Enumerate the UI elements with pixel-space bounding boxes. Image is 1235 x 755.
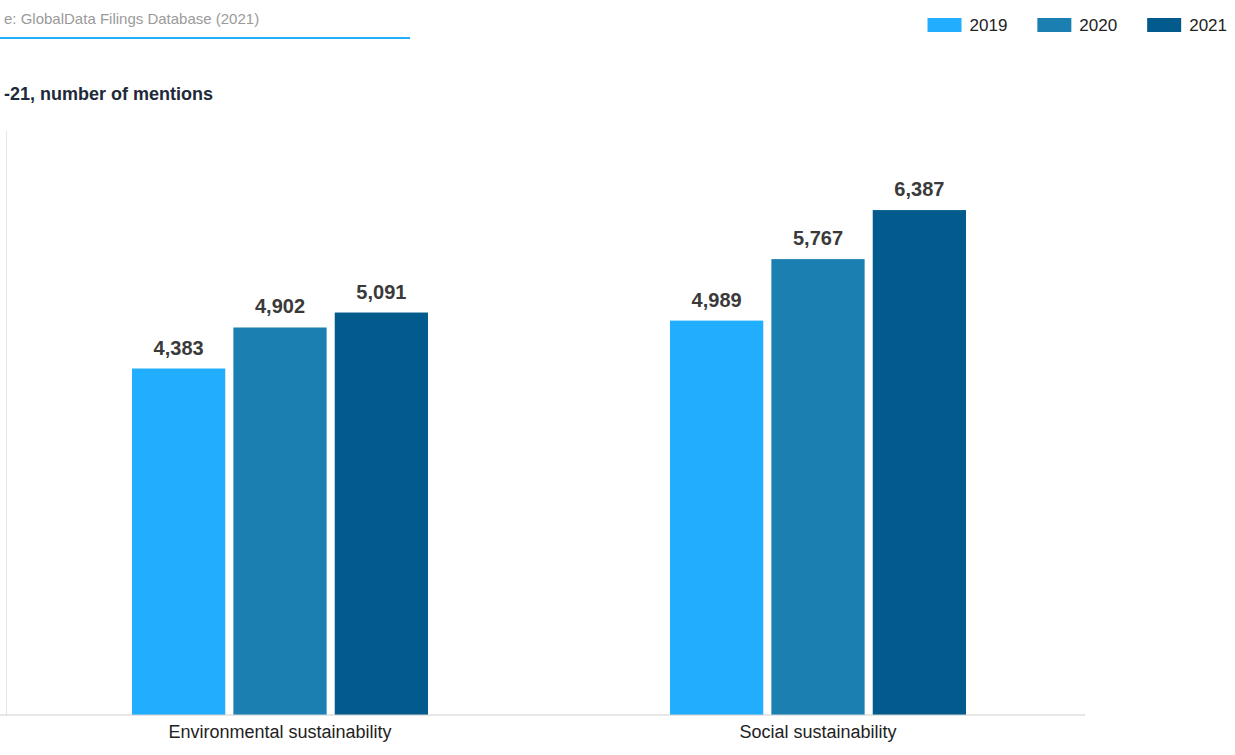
chart-title: -21, number of mentions — [4, 84, 213, 104]
data-label: 5,767 — [793, 227, 843, 249]
bar — [771, 259, 864, 715]
source-note: e: GlobalData Filings Database (2021) — [4, 10, 259, 27]
legend-label: 2021 — [1189, 16, 1227, 35]
y-axis — [6, 131, 7, 716]
x-axis-line — [0, 715, 1085, 716]
data-label: 5,091 — [356, 281, 406, 303]
legend-swatch — [1037, 18, 1071, 32]
x-tick: Social sustainability — [739, 715, 896, 742]
bars — [132, 210, 966, 715]
y-axis-line — [6, 131, 7, 716]
data-labels: 4,383 4,989 4,902 5,767 5,091 6,387 — [154, 178, 945, 358]
bar — [873, 210, 966, 715]
data-label: 6,387 — [894, 178, 944, 200]
data-label: 4,383 — [154, 337, 204, 359]
legend: 2021 2020 2019 — [928, 16, 1227, 35]
bar — [132, 369, 225, 715]
data-label: 4,989 — [692, 289, 742, 311]
x-axis: Environmental sustainability Social susta… — [0, 715, 1085, 742]
bar — [335, 313, 428, 715]
x-tick: Environmental sustainability — [168, 715, 391, 742]
bar — [670, 321, 763, 715]
data-label: 4,902 — [255, 295, 305, 317]
legend-swatch — [1147, 18, 1181, 32]
legend-label: 2020 — [1079, 16, 1117, 35]
chart: e: GlobalData Filings Database (2021) -21… — [0, 0, 1235, 755]
legend-label: 2019 — [970, 16, 1008, 35]
source-underline — [0, 37, 410, 39]
bar — [233, 327, 326, 715]
x-tick-label: Social sustainability — [739, 722, 896, 742]
x-tick-label: Environmental sustainability — [168, 722, 391, 742]
legend-swatch — [928, 18, 962, 32]
